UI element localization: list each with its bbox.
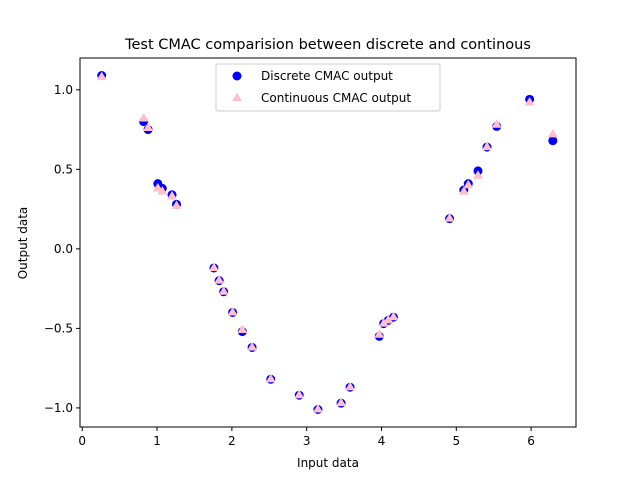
continuous-point bbox=[374, 329, 385, 338]
continuous-point bbox=[524, 97, 535, 106]
x-tick-label: 1 bbox=[153, 434, 161, 448]
axis-ticks: 0 1 2 3 4 5 6 1.0 0.5 0.0 −0.5 −1.0 bbox=[44, 83, 535, 448]
x-tick-label: 3 bbox=[303, 434, 311, 448]
continuous-point bbox=[143, 122, 154, 131]
continuous-point bbox=[247, 341, 258, 351]
x-tick-label: 5 bbox=[452, 434, 460, 448]
y-axis-label: Output data bbox=[16, 207, 30, 280]
y-tick-label: 0.0 bbox=[54, 242, 73, 256]
y-tick-label: −1.0 bbox=[44, 401, 73, 415]
legend-label-discrete: Discrete CMAC output bbox=[261, 69, 393, 83]
legend-label-continuous: Continuous CMAC output bbox=[261, 91, 411, 105]
continuous-point bbox=[472, 170, 483, 179]
y-tick-label: 0.5 bbox=[54, 162, 73, 176]
continuous-point bbox=[171, 200, 182, 209]
x-tick-label: 0 bbox=[78, 434, 86, 448]
chart-title: Test CMAC comparision between discrete a… bbox=[124, 37, 531, 53]
legend-marker-discrete bbox=[232, 71, 242, 81]
continuous-point bbox=[458, 186, 469, 195]
legend: Discrete CMAC output Continuous CMAC out… bbox=[215, 63, 441, 112]
x-tick-label: 6 bbox=[527, 434, 535, 448]
y-tick-label: −0.5 bbox=[44, 321, 73, 335]
continuous-point bbox=[312, 404, 323, 413]
continuous-point bbox=[463, 179, 474, 189]
continuous-point bbox=[265, 373, 276, 383]
plot-frame bbox=[79, 57, 577, 428]
continuous-point bbox=[444, 213, 455, 222]
legend-marker-continuous bbox=[232, 92, 242, 101]
continuous-point bbox=[214, 275, 225, 284]
continuous-point bbox=[167, 190, 178, 200]
continuous-point bbox=[208, 262, 219, 271]
continuous-point bbox=[378, 318, 389, 327]
continuous-point bbox=[237, 324, 248, 333]
series-continuous bbox=[96, 71, 558, 413]
continuous-point bbox=[96, 71, 107, 81]
continuous-point bbox=[388, 311, 399, 321]
continuous-point bbox=[294, 389, 305, 399]
x-tick-label: 4 bbox=[378, 434, 386, 448]
legend-box bbox=[215, 63, 441, 112]
continuous-point bbox=[481, 141, 492, 151]
x-axis-label: Input data bbox=[297, 456, 359, 470]
x-tick-label: 2 bbox=[228, 434, 236, 448]
continuous-point bbox=[218, 286, 229, 295]
y-tick-label: 1.0 bbox=[54, 83, 73, 97]
continuous-point bbox=[491, 119, 502, 128]
plot-area bbox=[80, 58, 576, 427]
continuous-point bbox=[227, 306, 238, 316]
continuous-point bbox=[383, 314, 394, 324]
continuous-point bbox=[547, 128, 558, 138]
continuous-point bbox=[336, 397, 347, 407]
data-points bbox=[96, 70, 558, 415]
continuous-point bbox=[138, 112, 149, 122]
continuous-point bbox=[157, 186, 168, 195]
continuous-point bbox=[152, 182, 163, 192]
continuous-point bbox=[345, 381, 356, 391]
discrete-point bbox=[548, 136, 558, 146]
